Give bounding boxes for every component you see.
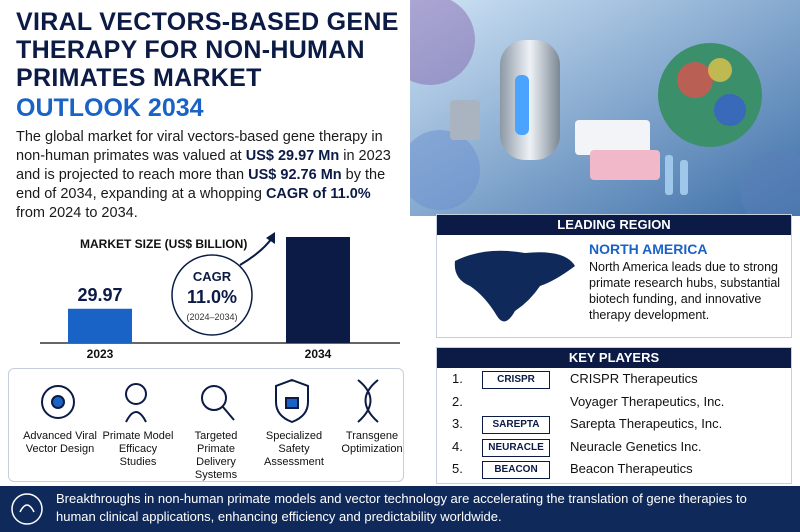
bar [68,308,132,343]
intro: The global market for viral vectors-base… [16,128,401,223]
player-logo: NEURACLE [482,438,550,457]
player-logo: BEACON [482,461,550,479]
panel-header: KEY PLAYERS [437,348,791,368]
value-label: 92.76+ [290,230,346,233]
leading-region-panel: LEADING REGION NORTH AMERICA North Ameri… [436,214,792,338]
feature-label: Targeted Primate Delivery Systems [194,430,238,481]
player-name: Beacon Therapeutics [570,461,693,476]
intro-text: in 2023 and is projected to reach more t… [16,148,391,183]
player-rank: 1. [452,371,463,386]
intro-text: The global market for viral vectors-base… [16,129,383,164]
cagr-value: 11.0% [187,287,237,307]
x-tick-label: 2023 [87,347,114,361]
bar-chart: MARKET SIZE (US$ BILLION) CAGR 11.0% (20… [40,230,400,361]
x-tick-label: 2034 [305,347,332,361]
subtitle: OUTLOOK 2034 [16,94,204,122]
map [454,250,575,322]
player-rank: 5. [452,461,463,476]
panel-header: LEADING REGION [437,215,791,235]
footer [0,486,800,532]
region-name: NORTH AMERICA [589,241,708,257]
cagr-label: CAGR [193,269,232,284]
region-text: North America leads due to strong primat… [589,260,781,322]
feature-label: Specialized Safety Assessment [264,430,324,468]
bar [286,237,350,343]
feature-label: Transgene Optimization [341,430,403,455]
player-logo: SAREPTA [482,416,550,434]
footer-logo [11,493,43,525]
intro-highlight: CAGR of 11.0% [265,186,371,202]
player-rank: 3. [452,416,463,431]
intro-text: by the end of 2034, expanding at a whopp… [16,167,386,202]
title: VIRAL VECTORS-BASED GENE THERAPY FOR NON… [16,8,399,92]
feature-label: Advanced Viral Vector Design [23,430,97,455]
feature-icons [41,378,379,424]
arrow-head [266,232,275,244]
intro-text: from 2024 to 2034. [16,205,138,221]
feature-label: Primate Model Efficacy Studies [102,430,174,468]
footer-text: Breakthroughs in non-human primate model… [56,491,747,524]
player-name: Sarepta Therapeutics, Inc. [570,416,723,431]
player-name: Neuracle Genetics Inc. [570,438,702,454]
intro-highlight: US$ 29.97 Mn [245,148,340,164]
chart-title: MARKET SIZE (US$ BILLION) [80,237,247,251]
hero-image [410,0,800,216]
cagr-circle [171,254,253,336]
intro-highlight: US$ 92.76 Mn [248,167,342,183]
cagr-period: (2024–2034) [186,312,237,322]
features-panel [8,368,404,482]
player-rank: 4. [452,438,463,454]
player-name: Voyager Therapeutics, Inc. [570,393,725,409]
player-logo: CRISPR [482,371,550,389]
player-rank: 2. [452,393,463,409]
player-name: CRISPR Therapeutics [570,371,698,386]
value-label: 29.97 [77,285,122,305]
